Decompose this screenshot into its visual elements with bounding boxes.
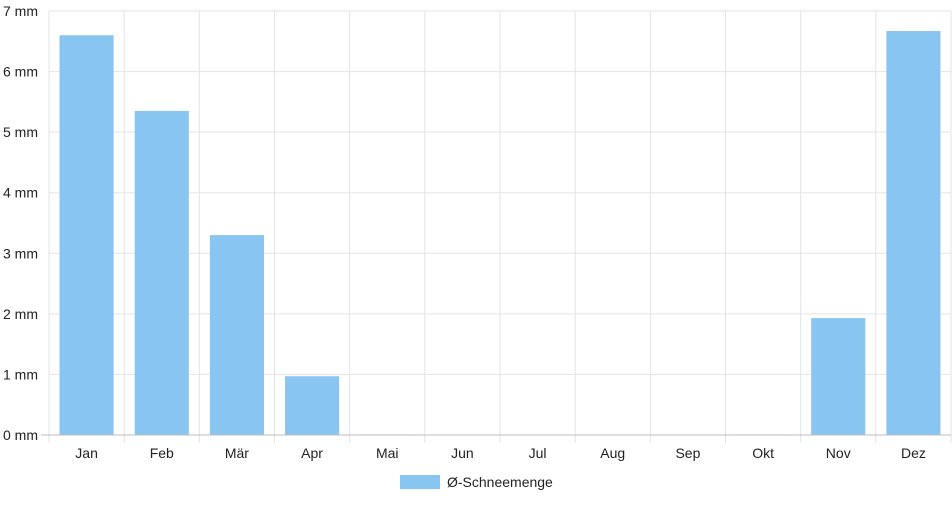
legend-label[interactable]: Ø-Schneemenge: [447, 474, 553, 490]
x-tick-label: Jun: [451, 445, 474, 461]
x-tick-label: Okt: [752, 445, 774, 461]
x-tick-label: Mai: [376, 445, 399, 461]
x-tick-label: Nov: [826, 445, 851, 461]
legend[interactable]: Ø-Schneemenge: [400, 474, 553, 490]
x-tick-label: Mär: [225, 445, 249, 461]
legend-swatch[interactable]: [400, 475, 440, 489]
y-tick-label: 6 mm: [3, 64, 38, 80]
x-tick-label: Jul: [529, 445, 547, 461]
y-tick-label: 4 mm: [3, 185, 38, 201]
y-tick-label: 7 mm: [3, 3, 38, 19]
x-tick-label: Apr: [301, 445, 323, 461]
y-tick-label: 5 mm: [3, 124, 38, 140]
axes: 0 mm 1 mm 2 mm 3 mm 4 mm 5 mm 6 mm 7 mm Jan Feb Mä…: [3, 3, 951, 461]
x-tick-label: Aug: [600, 445, 625, 461]
bar[interactable]: [59, 35, 114, 435]
y-tick-label: 2 mm: [3, 306, 38, 322]
x-tick-label: Sep: [675, 445, 700, 461]
bar[interactable]: [134, 110, 189, 435]
x-tick-label: Jan: [75, 445, 98, 461]
bars: [59, 30, 941, 435]
y-tick-label: 1 mm: [3, 366, 38, 382]
grid-lines: [48, 10, 952, 443]
bar[interactable]: [811, 318, 866, 435]
bar[interactable]: [209, 235, 264, 435]
x-tick-label: Feb: [150, 445, 174, 461]
y-tick-label: 3 mm: [3, 245, 38, 261]
bar[interactable]: [285, 376, 340, 435]
y-tick-label: 0 mm: [3, 427, 38, 443]
x-tick-label: Dez: [901, 445, 926, 461]
bar[interactable]: [886, 30, 941, 435]
